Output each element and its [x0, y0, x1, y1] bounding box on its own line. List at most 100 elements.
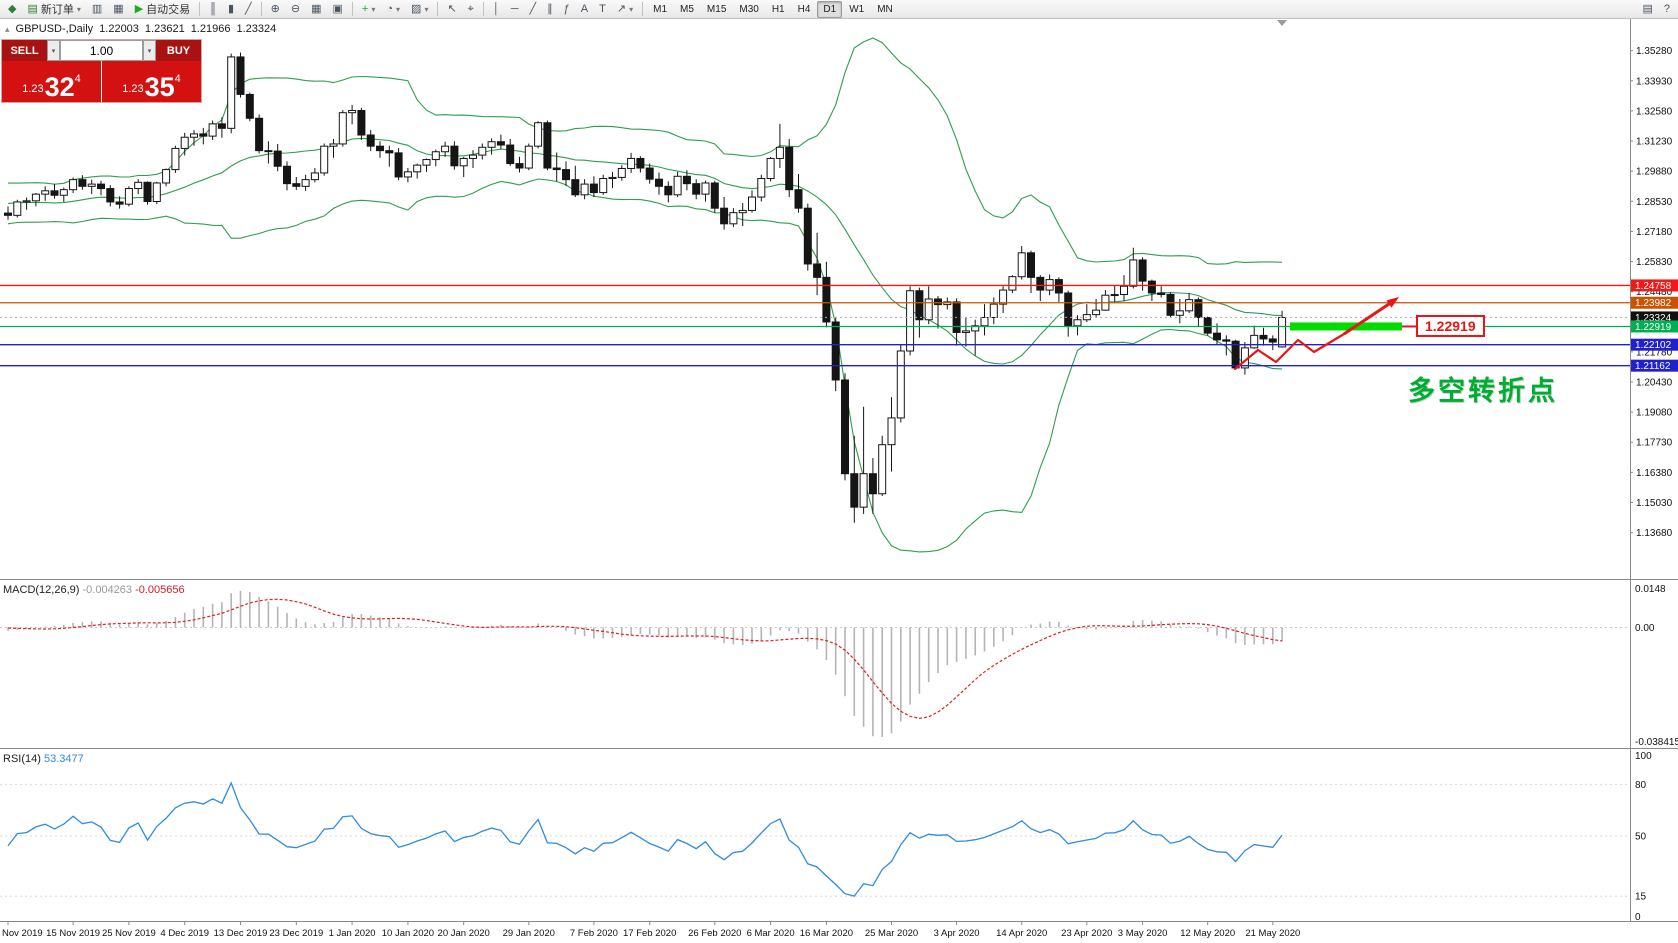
tf-w1[interactable]: W1	[843, 1, 870, 18]
arrows-icon: ↗	[616, 2, 627, 15]
periods-button[interactable]: ◔ ▾	[381, 1, 405, 18]
autotrade-button[interactable]: ▶ 自动交易	[130, 1, 195, 18]
price-badge	[1631, 311, 1678, 324]
arrows-button[interactable]: ↗ ▾	[612, 1, 638, 18]
price-badge	[1631, 279, 1678, 292]
svg-text:1.35280: 1.35280	[1636, 46, 1673, 57]
crosshair-button[interactable]: ⌖	[463, 1, 479, 18]
macd-label: MACD(12,26,9) -0.004263 -0.005656	[3, 584, 185, 596]
new-order-button[interactable]: ▤ 新订单 ▾	[22, 1, 85, 18]
volume-up-button[interactable]: ▾	[143, 40, 156, 61]
dropdown-caret-icon: ▾	[371, 4, 376, 14]
trendline-icon: ╱	[529, 2, 537, 15]
svg-text:1.33930: 1.33930	[1636, 76, 1673, 87]
help-icon[interactable]: ?	[1659, 1, 1675, 18]
toolbar-sep	[437, 2, 439, 16]
crosshair-icon: ⌖	[467, 2, 474, 15]
ask-price[interactable]: 1.23 35 4	[102, 61, 201, 102]
svg-text:80: 80	[1635, 780, 1647, 791]
toolbar-sep	[351, 2, 353, 16]
sell-button[interactable]: SELL	[2, 40, 47, 61]
new-order-icon: ▤	[27, 2, 38, 15]
chart-window-icon[interactable]: ▥	[87, 1, 107, 18]
tf-m5[interactable]: M5	[674, 1, 700, 18]
svg-text:0: 0	[1635, 912, 1641, 923]
svg-text:26 Feb 2020: 26 Feb 2020	[688, 928, 741, 939]
chart-line-icon[interactable]: ╱	[240, 1, 257, 18]
bid-prefix: 1.23	[22, 83, 44, 95]
ask-pips: 35	[144, 72, 175, 103]
chart-candles-icon[interactable]: ▮	[223, 1, 239, 18]
svg-text:20 Jan 2020: 20 Jan 2020	[438, 928, 490, 939]
tf-mn[interactable]: MN	[871, 1, 899, 18]
chart-region[interactable]: MACD(12,26,9) -0.004263 -0.005656 0.0148 0…	[0, 19, 1678, 943]
trendline-button[interactable]: ╱	[525, 1, 542, 18]
arrange-windows-icon: ▣	[332, 2, 343, 15]
bid-price[interactable]: 1.23 32 4	[2, 61, 101, 102]
time-scale[interactable]: Nov 2019 15 Nov 2019 25 Nov 2019 4 Dec 2019…	[2, 922, 1300, 939]
trend-arrow-annotation[interactable]	[1233, 297, 1399, 371]
app-logo-icon[interactable]: ◆	[3, 1, 21, 18]
horizontal-line-button[interactable]: ─	[506, 1, 524, 18]
templates-button[interactable]: ▨ ▾	[406, 1, 433, 18]
trade-widget-prices: 1.23 32 4 1.23 35 4	[2, 61, 201, 102]
chart-canvas[interactable]: MACD(12,26,9) -0.004263 -0.005656 0.0148 0…	[0, 19, 1678, 943]
ohlc-close: 1.23324	[236, 23, 277, 35]
new-order-button-label: 新订单	[40, 4, 74, 16]
svg-text:0.00: 0.00	[1635, 623, 1655, 634]
arrange-windows-button[interactable]: ▣	[328, 1, 348, 18]
svg-text:6 Mar 2020: 6 Mar 2020	[747, 928, 795, 939]
horizontal-levels[interactable]	[0, 284, 1630, 367]
price-scale[interactable]: 1.13680 1.15030 1.16380 1.17730 1.19080 1.204…	[1630, 46, 1678, 539]
tf-h4[interactable]: H4	[792, 1, 817, 18]
svg-text:1.22102: 1.22102	[1635, 340, 1672, 351]
volume-down-button[interactable]: ▾	[47, 40, 60, 61]
tf-m15[interactable]: M15	[701, 1, 732, 18]
tf-m30[interactable]: M30	[733, 1, 764, 18]
channel-button[interactable]: ∥	[542, 1, 558, 18]
rsi-panel: RSI(14) 53.3477 100 80 50 15 0	[0, 751, 1652, 923]
chart-candles-icon-icon: ▮	[227, 2, 235, 15]
chart-corner-icon[interactable]: ▴	[5, 23, 10, 34]
dropdown-caret-icon: ▾	[629, 4, 634, 14]
zoom-in-button[interactable]: ⊕	[266, 1, 285, 18]
svg-text:21 May 2020: 21 May 2020	[1245, 928, 1300, 939]
svg-text:10 Jan 2020: 10 Jan 2020	[382, 928, 434, 939]
indicators-button[interactable]: + ▾	[357, 1, 380, 18]
svg-text:16 Mar 2020: 16 Mar 2020	[800, 928, 853, 939]
svg-text:1.22919: 1.22919	[1635, 322, 1672, 333]
text-button[interactable]: A	[576, 1, 593, 18]
chart-bars-icon-icon: ║	[209, 2, 217, 15]
horizontal-line-icon: ─	[510, 2, 519, 15]
buy-button[interactable]: BUY	[156, 40, 201, 61]
tf-d1[interactable]: D1	[817, 0, 843, 18]
tile-windows-button[interactable]: ▦	[306, 1, 326, 18]
chart-shift-marker[interactable]	[1277, 20, 1287, 26]
svg-text:1.23982: 1.23982	[1635, 298, 1672, 309]
tf-m15-label: M15	[706, 3, 727, 15]
zoom-out-button[interactable]: ⊖	[286, 1, 305, 18]
svg-text:13 Dec 2019: 13 Dec 2019	[214, 928, 268, 939]
panel-frame	[0, 19, 1678, 943]
data-window-icon[interactable]: ▦	[108, 1, 128, 18]
window-icon[interactable]: ▤	[1637, 1, 1657, 18]
vertical-line-button[interactable]: │	[488, 1, 505, 18]
svg-text:1.15030: 1.15030	[1636, 498, 1673, 509]
label-button[interactable]: T	[594, 1, 611, 18]
tf-m1[interactable]: M1	[647, 1, 673, 18]
volume-input[interactable]	[60, 40, 143, 61]
svg-text:25 Mar 2020: 25 Mar 2020	[865, 928, 918, 939]
svg-text:1.20430: 1.20430	[1636, 377, 1673, 388]
chart-bars-icon[interactable]: ║	[204, 1, 222, 18]
window-icon-icon: ▤	[1642, 2, 1653, 15]
cursor-button[interactable]: ↖	[442, 1, 461, 18]
tf-m30-label: M30	[739, 3, 759, 15]
candlestick-series[interactable]	[4, 52, 1287, 523]
svg-text:14 Apr 2020: 14 Apr 2020	[996, 928, 1047, 939]
key-level-price-label[interactable]: 1.22919	[1416, 315, 1485, 337]
fibonacci-button[interactable]: ƒ	[559, 1, 575, 18]
dropdown-caret-icon: ▾	[76, 4, 81, 14]
turning-point-annotation[interactable]: 多空转折点	[1408, 376, 1558, 407]
svg-text:1.24480: 1.24480	[1636, 287, 1673, 298]
tf-h1[interactable]: H1	[766, 1, 791, 18]
